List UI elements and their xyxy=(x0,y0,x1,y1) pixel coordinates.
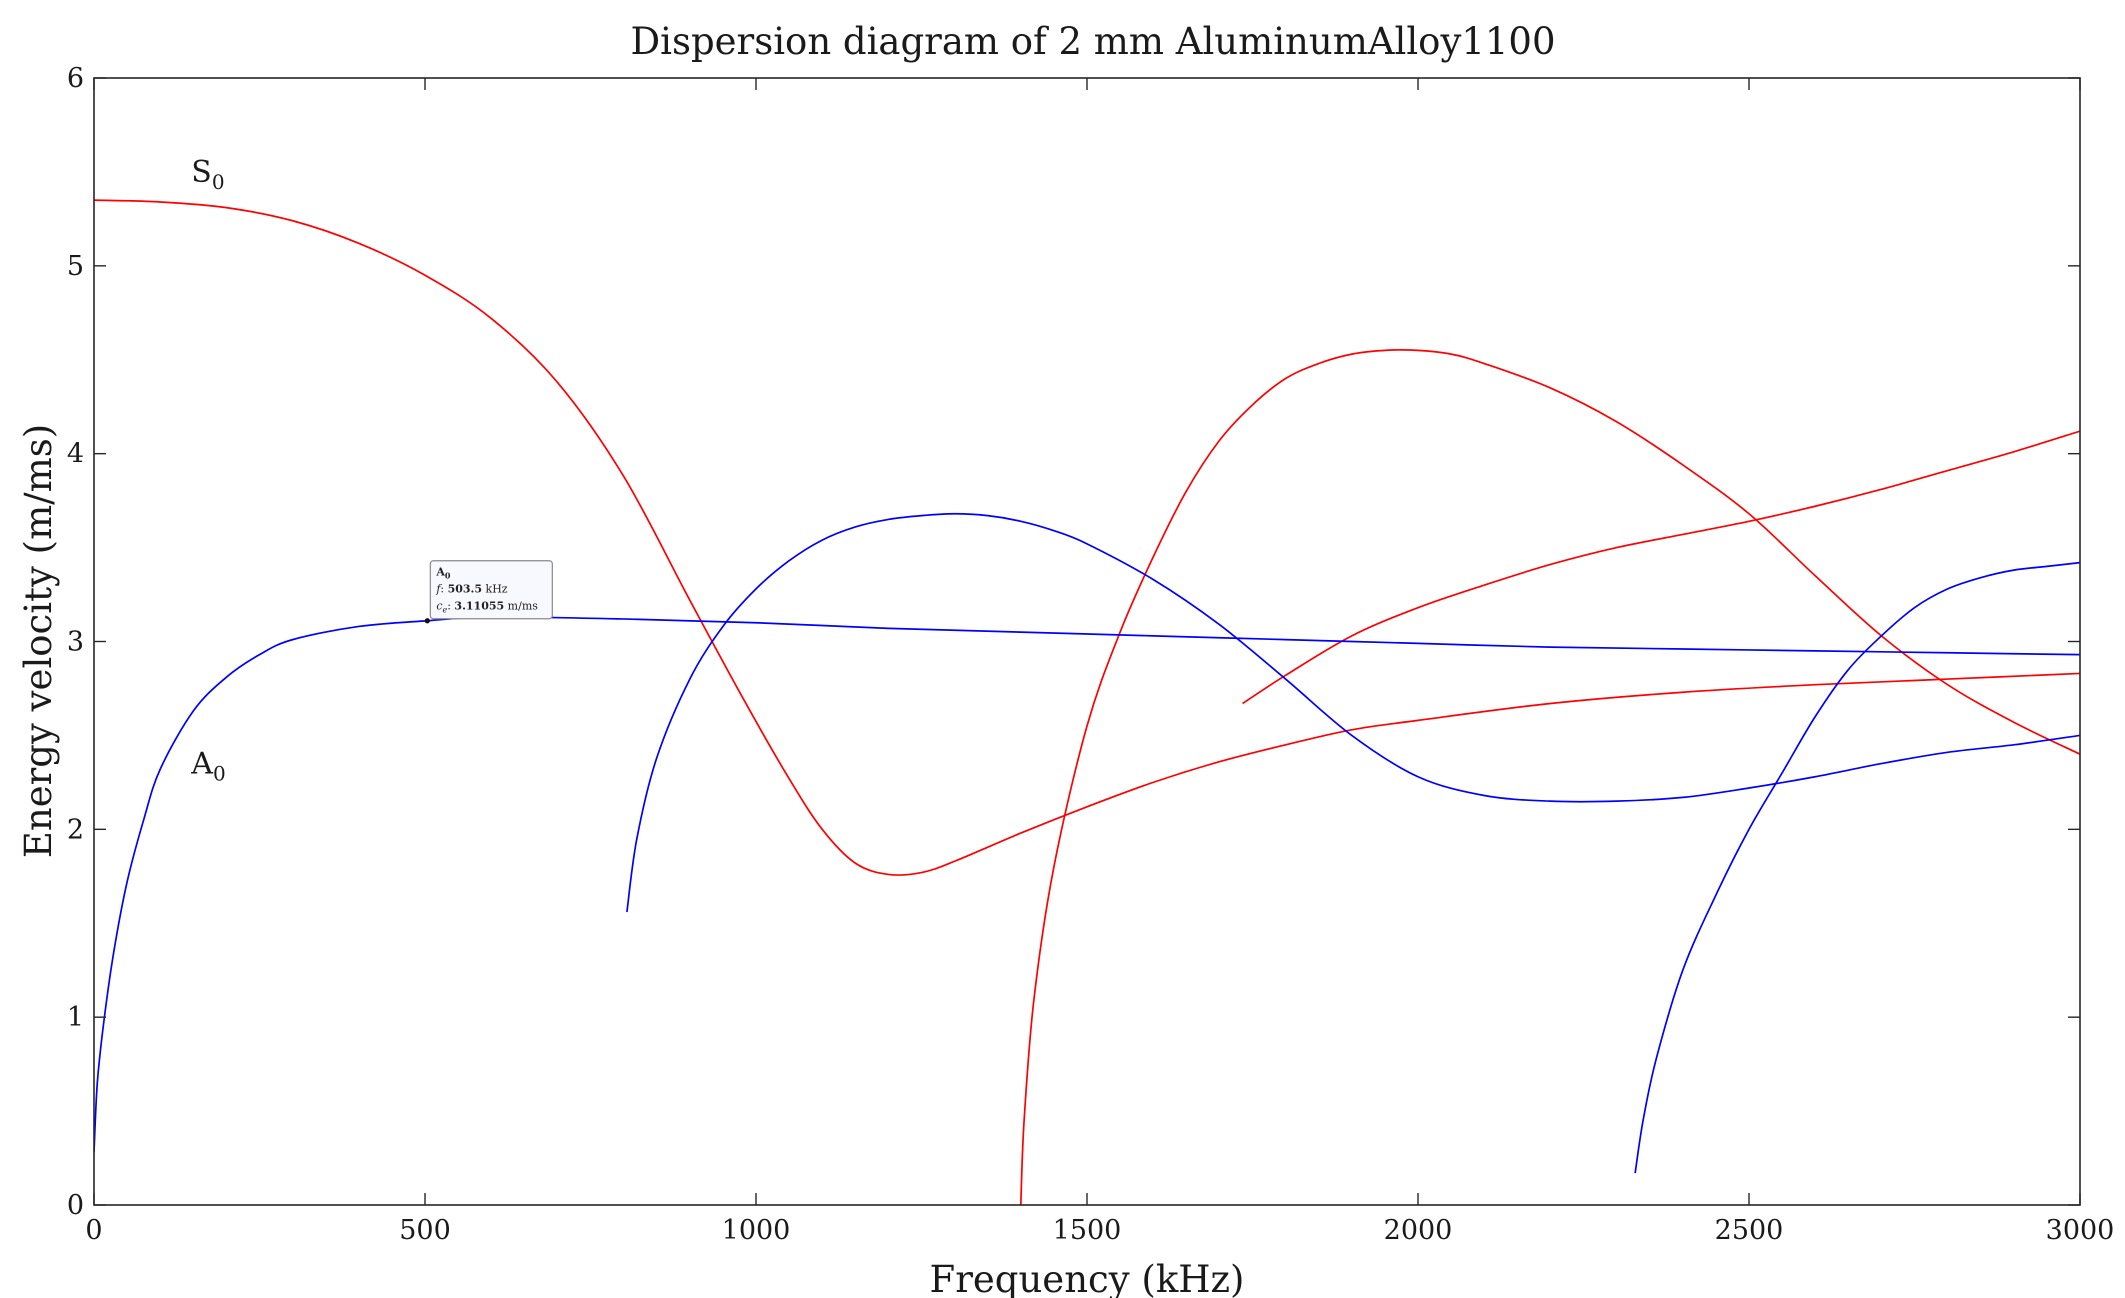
chart-title: Dispersion diagram of 2 mm AluminumAlloy… xyxy=(630,20,1555,63)
y-tick-label: 5 xyxy=(67,251,84,282)
x-axis-label: Frequency (kHz) xyxy=(930,1258,1245,1298)
symmetric-mode-curve-1 xyxy=(94,199,2080,876)
x-tick-label: 500 xyxy=(399,1215,451,1246)
mode-labels-layer: S0 A0 xyxy=(190,155,225,786)
y-tick-label: 0 xyxy=(67,1190,84,1221)
x-tick-label: 2500 xyxy=(1715,1215,1784,1246)
symmetric-mode-curve-3 xyxy=(1242,430,2080,705)
datatip[interactable]: A0 f: 503.5 kHz ce: 3.11055 m/ms xyxy=(424,560,553,624)
mode-label-a0: A0 xyxy=(190,747,225,786)
y-axis-label: Energy velocity (m/ms) xyxy=(17,424,60,858)
x-tick-label: 3000 xyxy=(2046,1215,2115,1246)
datatip-mode: A0 xyxy=(435,566,451,581)
datatip-energy-velocity: ce: 3.11055 m/ms xyxy=(436,600,538,615)
antisymmetric-mode-curve-4 xyxy=(94,616,2080,1153)
antisymmetric-mode-curve-5 xyxy=(626,512,2080,913)
datatip-box xyxy=(429,560,553,620)
y-tick-label: 1 xyxy=(67,1002,84,1033)
y-tick-label: 4 xyxy=(67,439,84,470)
x-tick-label: 1500 xyxy=(1053,1215,1122,1246)
x-tick-label: 1000 xyxy=(722,1215,791,1246)
plot-area-frame xyxy=(93,77,2081,1206)
y-tick-label: 2 xyxy=(67,814,84,845)
x-tick-label: 0 xyxy=(85,1215,102,1246)
curves-layer xyxy=(94,199,2080,1205)
mode-label-s0: S0 xyxy=(191,155,224,194)
datatip-marker[interactable] xyxy=(424,618,430,624)
symmetric-mode-curve-2 xyxy=(1019,349,2080,1205)
y-tick-label: 6 xyxy=(67,63,84,94)
x-tick-label: 2000 xyxy=(1384,1215,1453,1246)
datatip-frequency: f: 503.5 kHz xyxy=(435,583,507,596)
antisymmetric-mode-curve-6 xyxy=(1634,561,2080,1174)
y-tick-label: 3 xyxy=(67,627,84,658)
ticks-layer: 0 500 1000 1500 2000 2500 3000 0 1 2 3 4 5 6 xyxy=(67,63,2115,1246)
